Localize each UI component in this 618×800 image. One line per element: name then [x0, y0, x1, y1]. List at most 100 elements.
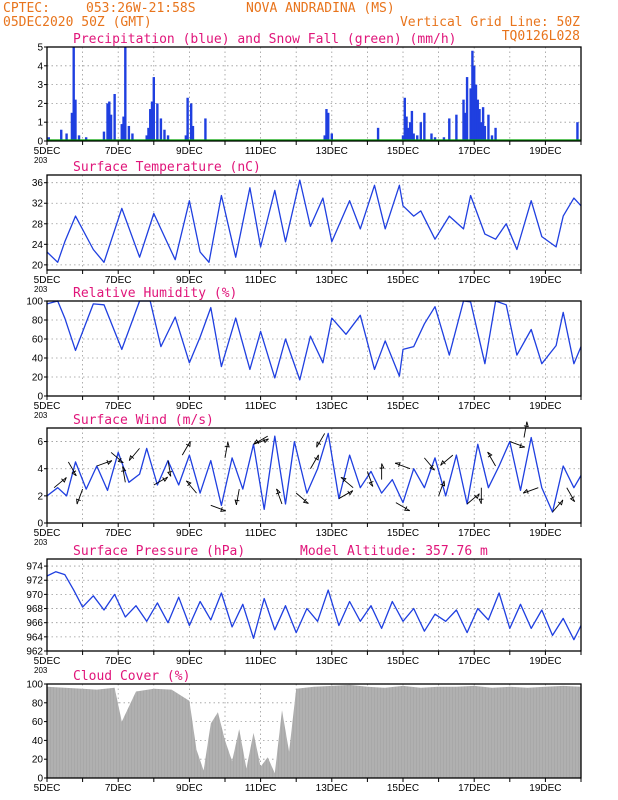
x-tick-stub: 203 — [34, 411, 48, 420]
precip-bar — [464, 112, 467, 141]
y-tick-label: 60 — [32, 717, 44, 728]
precip-bar — [74, 99, 77, 141]
y-tick-label: 962 — [26, 647, 43, 658]
y-tick-label: 28 — [32, 219, 44, 230]
series-line-pressure — [46, 571, 582, 641]
y-tick-label: 3 — [37, 80, 43, 91]
wind-arrow-head — [117, 457, 124, 464]
x-tick-label: 19DEC — [529, 275, 561, 286]
x-tick-label: 7DEC — [105, 146, 132, 157]
y-tick-label: 970 — [26, 590, 43, 601]
wind-arrow — [566, 487, 576, 502]
precip-bar — [163, 129, 166, 141]
wind-arrow-head — [224, 441, 230, 448]
x-tick-label: 19DEC — [529, 401, 561, 412]
wind-arrow-head — [569, 496, 576, 502]
panel-subtitle-pressure: Model Altitude: 357.76 m — [300, 544, 488, 559]
panel-frame-pressure — [46, 558, 582, 652]
precip-bar — [108, 101, 111, 141]
precip-bar — [147, 127, 150, 141]
x-tick-label: 5DEC — [34, 275, 61, 286]
wind-arrow-head — [162, 476, 169, 482]
x-tick-label: 9DEC — [176, 783, 203, 794]
x-tick-label: 5DEC — [34, 783, 61, 794]
wind-arrow-head — [340, 476, 347, 483]
precip-bar — [323, 135, 326, 141]
header-coordinates: 053:26W-21:58S — [86, 1, 196, 16]
panel-title-cloud: Cloud Cover (%) — [73, 669, 190, 684]
y-tick-label: 80 — [32, 316, 44, 327]
x-tick-label: 11DEC — [245, 783, 277, 794]
x-tick-stub: 203 — [34, 666, 48, 675]
wind-arrow — [395, 502, 410, 512]
x-tick-label: 7DEC — [105, 783, 132, 794]
precip-bar — [419, 122, 422, 141]
wind-arrow — [509, 441, 525, 448]
precip-bar — [462, 99, 465, 141]
precip-bar — [184, 135, 188, 141]
precip-bar — [330, 133, 333, 141]
x-tick-label: 15DEC — [387, 275, 419, 286]
precip-bar — [448, 118, 451, 141]
wind-arrow — [276, 488, 283, 505]
precip-bar — [47, 137, 50, 141]
precip-bar — [102, 131, 106, 141]
precip-bar — [191, 125, 195, 141]
precip-bar — [106, 103, 109, 141]
y-tick-label: 6 — [37, 437, 43, 448]
wind-arrow-head — [404, 506, 410, 512]
x-tick-label: 15DEC — [387, 528, 419, 539]
wind-arrow — [340, 477, 354, 489]
x-tick-label: 17DEC — [458, 401, 490, 412]
wind-arrow — [440, 454, 454, 466]
panel-frame-humidity — [46, 300, 582, 397]
x-tick-label: 9DEC — [176, 656, 203, 667]
x-tick-label: 17DEC — [458, 528, 490, 539]
wind-arrow-head — [474, 493, 480, 500]
x-tick-label: 11DEC — [245, 275, 277, 286]
y-tick-label: 1 — [37, 118, 43, 129]
precip-bar — [65, 133, 68, 141]
precip-bar — [494, 127, 497, 141]
precip-bar — [480, 122, 483, 141]
wind-arrow-head — [522, 488, 529, 494]
wind-arrow-head — [440, 460, 446, 466]
x-tick-label: 17DEC — [458, 656, 490, 667]
wind-arrow — [523, 421, 528, 438]
x-tick-label: 11DEC — [245, 656, 277, 667]
y-tick-label: 80 — [32, 698, 44, 709]
x-tick-label: 9DEC — [176, 146, 203, 157]
wind-arrow — [466, 493, 480, 505]
x-tick-label: 19DEC — [529, 656, 561, 667]
wind-arrow-head — [128, 454, 135, 461]
wind-arrow-head — [440, 480, 446, 487]
panel-title-precip: Precipitation (blue) and Snow Fall (gree… — [73, 32, 457, 47]
panel-frame-cloud — [46, 683, 582, 779]
precip-bar — [455, 114, 458, 141]
wind-arrow — [338, 490, 354, 499]
x-tick-label: 11DEC — [245, 401, 277, 412]
x-tick-label: 11DEC — [245, 146, 277, 157]
wind-arrow — [438, 480, 445, 497]
wind-arrow — [110, 452, 124, 464]
x-tick-label: 15DEC — [387, 783, 419, 794]
x-tick-label: 13DEC — [316, 146, 348, 157]
panel-frame-temperature — [46, 174, 582, 271]
x-tick-stub: 203 — [34, 538, 48, 547]
wind-arrow-head — [347, 490, 354, 496]
wind-arrow — [67, 461, 77, 477]
header-grid-line: Vertical Grid Line: 50Z — [400, 15, 580, 30]
panel-title-wind: Surface Wind (m/s) — [73, 413, 214, 428]
x-tick-stub: 203 — [34, 285, 48, 294]
y-tick-label: 24 — [32, 240, 44, 251]
precip-bar — [122, 116, 125, 141]
precip-bar — [84, 137, 88, 141]
y-tick-label: 966 — [26, 618, 43, 629]
wind-arrow — [316, 433, 326, 448]
header-run-date: 05DEC2020 50Z (GMT) — [3, 15, 152, 30]
panel-pressure: Surface Pressure (hPa) Model Altitude: 35… — [26, 544, 582, 675]
precip-bar — [410, 110, 414, 141]
wind-arrow-head — [76, 498, 81, 505]
y-tick-label: 0 — [37, 519, 43, 530]
x-tick-label: 19DEC — [529, 783, 561, 794]
